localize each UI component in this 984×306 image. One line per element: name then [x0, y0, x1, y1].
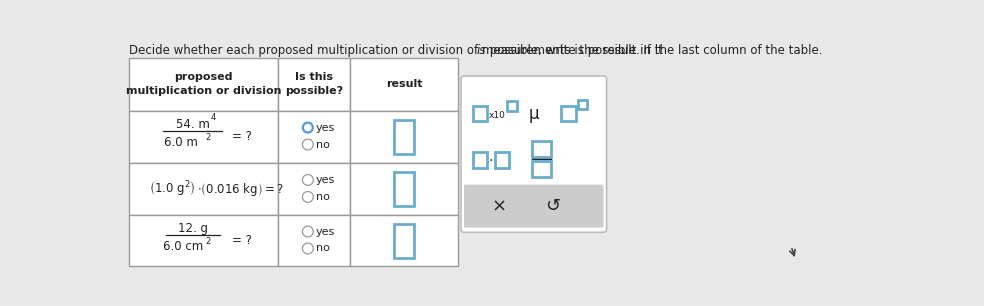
- Text: = ?: = ?: [231, 130, 251, 143]
- Polygon shape: [129, 163, 278, 215]
- Text: no: no: [316, 244, 330, 253]
- Polygon shape: [394, 172, 414, 206]
- Polygon shape: [278, 163, 350, 215]
- FancyBboxPatch shape: [464, 185, 603, 228]
- Polygon shape: [278, 58, 350, 111]
- Polygon shape: [532, 141, 551, 157]
- Text: ↺: ↺: [545, 197, 561, 215]
- Circle shape: [305, 125, 311, 131]
- Text: 4: 4: [211, 113, 216, 122]
- Polygon shape: [495, 152, 509, 168]
- Text: result: result: [386, 80, 422, 89]
- Text: Decide whether each proposed multiplication or division of measurements is possi: Decide whether each proposed multiplicat…: [129, 44, 667, 57]
- Text: possible, write the result in the last column of the table.: possible, write the result in the last c…: [486, 44, 823, 57]
- Polygon shape: [278, 111, 350, 163]
- Polygon shape: [578, 100, 587, 109]
- Polygon shape: [473, 152, 487, 168]
- Polygon shape: [350, 215, 458, 266]
- Polygon shape: [350, 111, 458, 163]
- Text: yes: yes: [316, 175, 335, 185]
- Polygon shape: [394, 224, 414, 258]
- Polygon shape: [350, 58, 458, 111]
- Polygon shape: [394, 120, 414, 154]
- Text: no: no: [316, 192, 330, 202]
- Polygon shape: [278, 215, 350, 266]
- Polygon shape: [508, 101, 517, 111]
- Text: 6.0 m: 6.0 m: [164, 136, 198, 149]
- Text: 12. g: 12. g: [178, 222, 208, 235]
- Polygon shape: [350, 163, 458, 215]
- Text: μ: μ: [528, 105, 539, 123]
- Text: yes: yes: [316, 226, 335, 237]
- Text: ·: ·: [488, 155, 493, 169]
- Text: proposed
multiplication or division: proposed multiplication or division: [126, 73, 281, 96]
- Text: 54. m: 54. m: [176, 118, 210, 131]
- Text: $\left(1.0\ \mathrm{g}^2\right)$: $\left(1.0\ \mathrm{g}^2\right)$: [150, 179, 196, 199]
- Polygon shape: [532, 162, 551, 177]
- Polygon shape: [561, 106, 577, 121]
- Text: ×: ×: [491, 197, 507, 215]
- Text: $\cdot\left(0.016\ \mathrm{kg}\right) = ?$: $\cdot\left(0.016\ \mathrm{kg}\right) = …: [198, 181, 284, 198]
- Polygon shape: [129, 111, 278, 163]
- FancyBboxPatch shape: [461, 76, 606, 232]
- Polygon shape: [129, 215, 278, 266]
- Circle shape: [302, 122, 313, 133]
- Text: is: is: [476, 44, 486, 57]
- Text: x10: x10: [489, 111, 506, 120]
- Text: no: no: [316, 140, 330, 150]
- Polygon shape: [473, 106, 487, 121]
- Text: = ?: = ?: [231, 234, 251, 247]
- Polygon shape: [129, 58, 278, 111]
- Text: Is this
possible?: Is this possible?: [285, 73, 343, 96]
- Text: yes: yes: [316, 123, 335, 132]
- Text: 6.0 cm: 6.0 cm: [163, 241, 204, 253]
- Text: 2: 2: [206, 237, 211, 246]
- Text: 2: 2: [206, 133, 211, 142]
